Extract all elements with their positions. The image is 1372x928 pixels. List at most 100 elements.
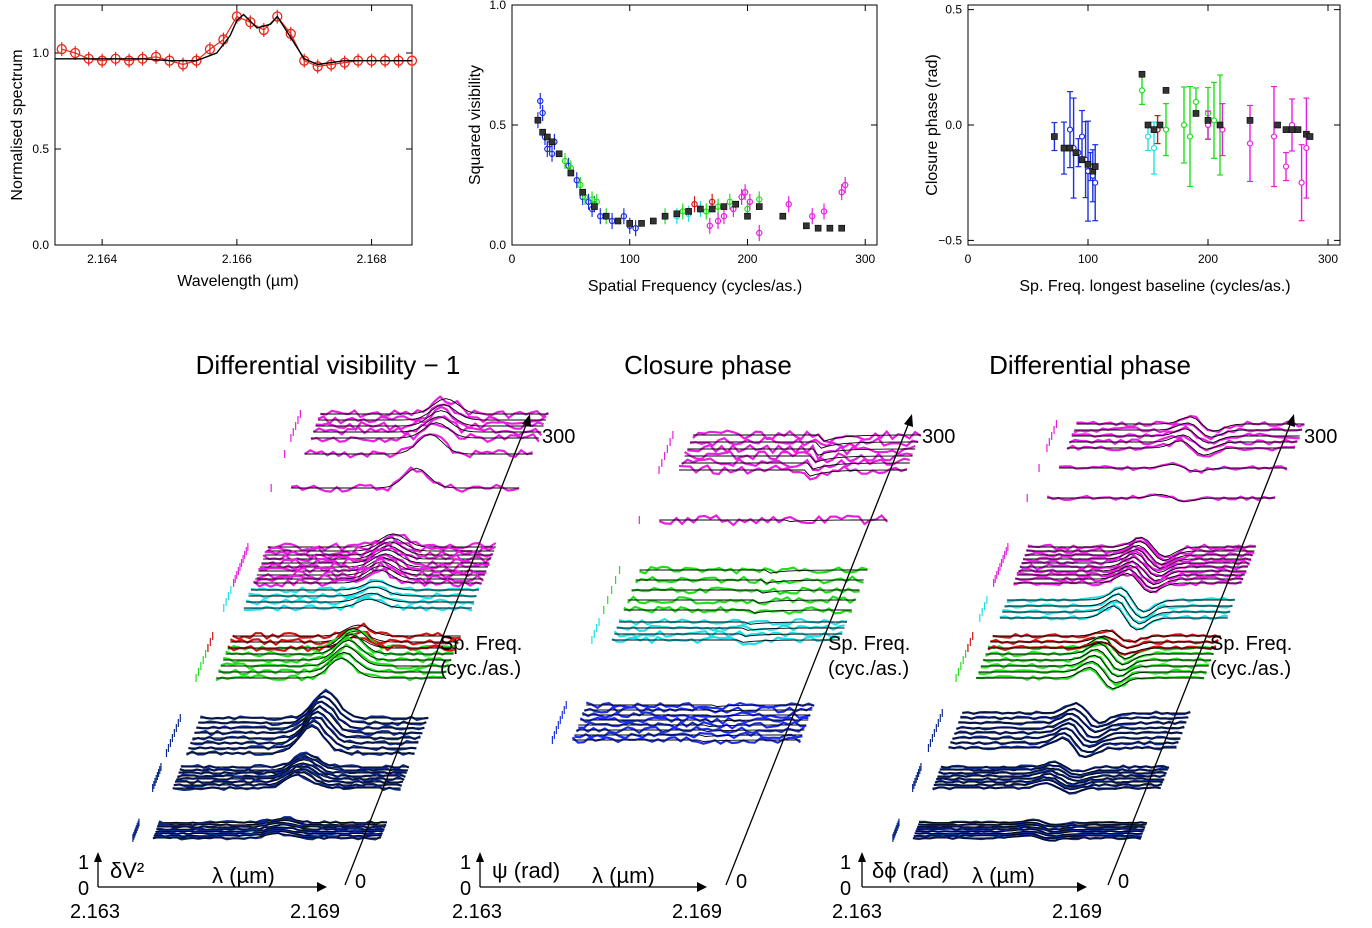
waterfall-model-line: [318, 404, 546, 421]
visibility-model-point: [685, 208, 692, 215]
waterfall-model-line: [687, 448, 916, 456]
visibility-point: [548, 150, 556, 157]
waterfall-model-line: [1071, 428, 1300, 444]
waterfall-model-line: [956, 717, 1185, 739]
title-closure-phase: Closure phase: [624, 350, 792, 380]
visibility-model-point: [638, 220, 645, 227]
closure-model-point: [1091, 163, 1099, 170]
visibility-model-point: [708, 205, 716, 213]
visibility-ylabel: Squared visibility: [467, 65, 484, 185]
closure-point: [1246, 140, 1254, 147]
visibility-point: [706, 222, 714, 229]
waterfall-model-line: [681, 462, 910, 470]
closure-xtick-label: 0: [965, 252, 972, 266]
waterfall-model-line: [586, 704, 815, 707]
waterfall-data-line: [935, 772, 1165, 787]
waterfall-data-line: [978, 661, 1207, 687]
waterfall-model-line: [576, 729, 805, 732]
visibility-point: [785, 200, 792, 208]
dv-sf-label-2: (cyc./as.): [440, 658, 521, 680]
visibility-model-point: [614, 217, 622, 225]
waterfall-data-line: [1019, 553, 1248, 578]
cp-axis-label: ψ (rad): [492, 858, 560, 883]
waterfall-model-line: [582, 714, 811, 717]
waterfall-model-line: [990, 635, 1219, 649]
waterfall-data-line: [262, 541, 492, 565]
visibility-xtick-label: 0: [509, 252, 516, 266]
waterfall-data-line: [290, 466, 520, 493]
waterfall-data-line: [1073, 422, 1303, 441]
closure-point: [1144, 133, 1152, 140]
title-differential-visibility: Differential visibility − 1: [196, 350, 461, 380]
spectrum-point: [312, 61, 323, 72]
visibility-panel: 0 100 200 300 0.0 0.5 1.0 Squared visibility S…: [467, 0, 878, 295]
dp-lambda-max: 2.169: [1052, 901, 1102, 923]
dv-axes: 1 0 δV² λ (µm) 2.163 2.169 0 300 Sp. Fre…: [70, 414, 575, 923]
dv-scale-one: 1: [78, 852, 89, 874]
waterfall-data-line: [252, 566, 482, 588]
waterfall-model-line: [198, 696, 427, 724]
closure-model-point: [1156, 121, 1164, 129]
waterfall-differential-phase: [892, 414, 1305, 842]
visibility-point: [577, 181, 584, 189]
waterfall-model-line: [157, 822, 386, 828]
closure-point: [1180, 121, 1188, 129]
visibility-model-point: [697, 205, 704, 213]
visibility-model-point: [539, 128, 546, 136]
waterfall-closure-phase: [551, 429, 922, 745]
visibility-point: [842, 181, 849, 189]
visibility-point: [720, 212, 728, 220]
spectrum-point: [326, 59, 337, 70]
dp-sf-label-1: Sp. Freq.: [1210, 633, 1292, 655]
waterfall-model-line: [684, 455, 913, 463]
waterfall-model-line: [1059, 463, 1287, 473]
waterfall-model-line: [988, 641, 1216, 655]
visibility-point: [738, 193, 745, 201]
dp-axis-label: δϕ (rad): [872, 858, 949, 883]
waterfall-model-line: [179, 756, 408, 771]
spectrum-ytick-label: 0.5: [32, 142, 49, 156]
dp-sf-label-2: (cyc./as.): [1210, 658, 1291, 680]
closure-point: [1078, 133, 1086, 140]
waterfall-data-line: [1071, 425, 1300, 445]
waterfall-data-line: [689, 436, 919, 449]
visibility-point: [820, 208, 828, 215]
waterfall-model-line: [914, 830, 1143, 837]
visibility-model-point: [567, 169, 575, 177]
waterfall-model-line: [639, 569, 868, 574]
closure-point: [1162, 126, 1170, 133]
waterfall-model-line: [1076, 416, 1305, 432]
waterfall-model-line: [196, 701, 425, 729]
waterfall-model-line: [156, 824, 385, 830]
closure-model-point: [1084, 160, 1092, 168]
dp-scale-zero: 0: [840, 878, 851, 900]
waterfall-model-line: [978, 660, 1207, 684]
visibility-xtick-label: 100: [620, 252, 640, 266]
waterfall-model-line: [313, 416, 542, 433]
cp-freq-axis: [725, 419, 911, 886]
waterfall-model-line: [659, 519, 888, 522]
waterfall-model-line: [938, 767, 1167, 779]
cp-scale-one: 1: [460, 852, 471, 874]
closure-model-point: [1060, 144, 1068, 152]
waterfall-model-line: [960, 707, 1189, 729]
waterfall-model-line: [250, 580, 479, 591]
visibility-point: [561, 157, 569, 165]
dp-freq-arrowhead: [1286, 414, 1295, 427]
cp-freq-arrowhead: [904, 414, 913, 427]
visibility-point: [741, 188, 749, 196]
waterfall-model-line: [992, 629, 1221, 643]
waterfall-model-line: [933, 779, 1162, 791]
visibility-point: [756, 196, 763, 203]
waterfall-model-line: [690, 441, 919, 449]
waterfall-model-line: [635, 579, 864, 584]
visibility-model-point: [544, 133, 551, 141]
waterfall-model-line: [619, 621, 847, 625]
waterfall-model-line: [223, 639, 452, 661]
waterfall-model-line: [611, 639, 840, 643]
waterfall-data-line: [616, 624, 845, 633]
closure-model-point: [1216, 121, 1224, 129]
waterfall-model-line: [932, 782, 1161, 794]
visibility-point: [537, 97, 544, 105]
visibility-model-point: [803, 222, 810, 230]
